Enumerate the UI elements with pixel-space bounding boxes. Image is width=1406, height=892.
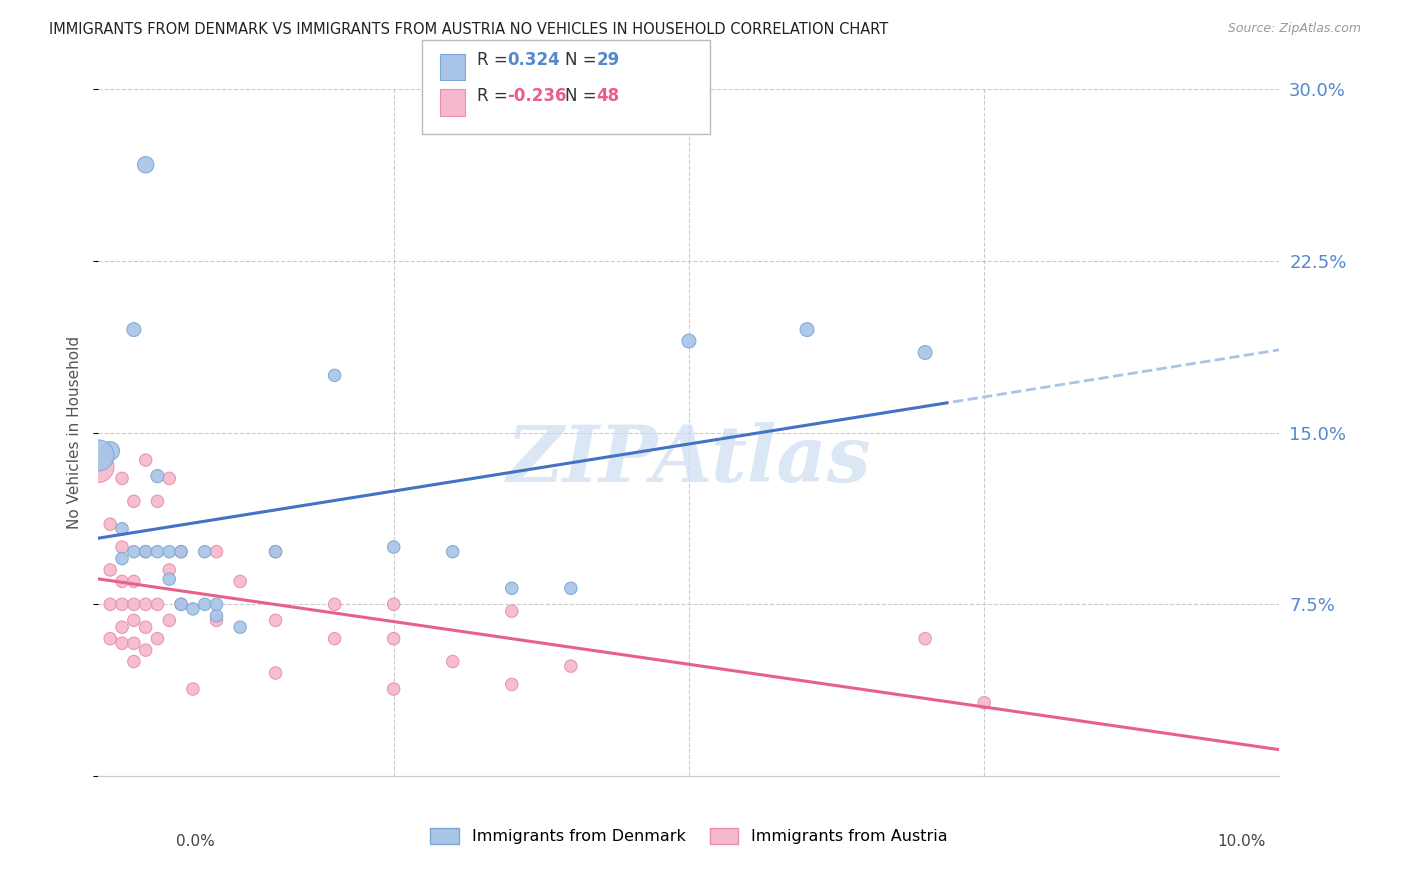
Point — [194, 598, 217, 612]
Point — [98, 598, 121, 612]
Point — [157, 563, 180, 577]
Point — [122, 636, 145, 650]
Point — [135, 544, 157, 558]
Point — [501, 677, 523, 691]
Text: 0.324: 0.324 — [508, 51, 561, 70]
Point — [264, 544, 287, 558]
Text: 29: 29 — [596, 51, 620, 70]
Point — [382, 632, 405, 646]
Point — [382, 598, 405, 612]
Y-axis label: No Vehicles in Household: No Vehicles in Household — [67, 336, 83, 529]
Point — [135, 453, 157, 467]
Point — [678, 334, 700, 348]
Point — [157, 613, 180, 627]
Point — [170, 598, 193, 612]
Point — [146, 469, 169, 483]
Point — [264, 613, 287, 627]
Point — [111, 471, 134, 485]
Point — [111, 522, 134, 536]
Point — [973, 696, 995, 710]
Text: N =: N = — [565, 87, 602, 105]
Point — [98, 444, 121, 458]
Point — [122, 574, 145, 589]
Point — [87, 449, 110, 463]
Point — [441, 544, 464, 558]
Point — [146, 632, 169, 646]
Point — [229, 620, 252, 634]
Point — [122, 322, 145, 336]
Point — [122, 494, 145, 508]
Text: R =: R = — [477, 51, 513, 70]
Point — [323, 598, 346, 612]
Point — [135, 643, 157, 657]
Point — [264, 544, 287, 558]
Point — [194, 544, 217, 558]
Point — [122, 544, 145, 558]
Point — [181, 681, 204, 696]
Point — [135, 158, 157, 172]
Point — [111, 551, 134, 566]
Point — [501, 604, 523, 618]
Point — [98, 563, 121, 577]
Point — [111, 620, 134, 634]
Point — [122, 655, 145, 669]
Point — [122, 598, 145, 612]
Point — [323, 632, 346, 646]
Point — [87, 460, 110, 475]
Point — [205, 544, 228, 558]
Point — [560, 659, 582, 673]
Point — [122, 613, 145, 627]
Point — [170, 544, 193, 558]
Text: R =: R = — [477, 87, 513, 105]
Point — [441, 655, 464, 669]
Text: ZIPAtlas: ZIPAtlas — [506, 422, 872, 499]
Point — [264, 665, 287, 680]
Point — [146, 598, 169, 612]
Text: 48: 48 — [596, 87, 619, 105]
Point — [170, 598, 193, 612]
Point — [560, 582, 582, 596]
Text: 10.0%: 10.0% — [1218, 834, 1265, 849]
Point — [501, 582, 523, 596]
Text: IMMIGRANTS FROM DENMARK VS IMMIGRANTS FROM AUSTRIA NO VEHICLES IN HOUSEHOLD CORR: IMMIGRANTS FROM DENMARK VS IMMIGRANTS FR… — [49, 22, 889, 37]
Point — [181, 602, 204, 616]
Point — [796, 322, 818, 336]
Point — [98, 517, 121, 532]
Point — [205, 608, 228, 623]
Point — [323, 368, 346, 383]
Point — [914, 632, 936, 646]
Point — [382, 540, 405, 554]
Point — [135, 620, 157, 634]
Point — [914, 345, 936, 359]
Point — [111, 574, 134, 589]
Point — [157, 544, 180, 558]
Point — [146, 494, 169, 508]
Text: Source: ZipAtlas.com: Source: ZipAtlas.com — [1227, 22, 1361, 36]
Point — [135, 544, 157, 558]
Point — [205, 613, 228, 627]
Point — [157, 572, 180, 586]
Point — [205, 598, 228, 612]
Point — [111, 598, 134, 612]
Point — [111, 636, 134, 650]
Point — [135, 598, 157, 612]
Point — [111, 540, 134, 554]
Legend: Immigrants from Denmark, Immigrants from Austria: Immigrants from Denmark, Immigrants from… — [423, 822, 955, 850]
Point — [98, 632, 121, 646]
Point — [146, 544, 169, 558]
Point — [229, 574, 252, 589]
Point — [157, 471, 180, 485]
Text: N =: N = — [565, 51, 602, 70]
Point — [170, 544, 193, 558]
Text: -0.236: -0.236 — [508, 87, 567, 105]
Text: 0.0%: 0.0% — [176, 834, 215, 849]
Point — [382, 681, 405, 696]
